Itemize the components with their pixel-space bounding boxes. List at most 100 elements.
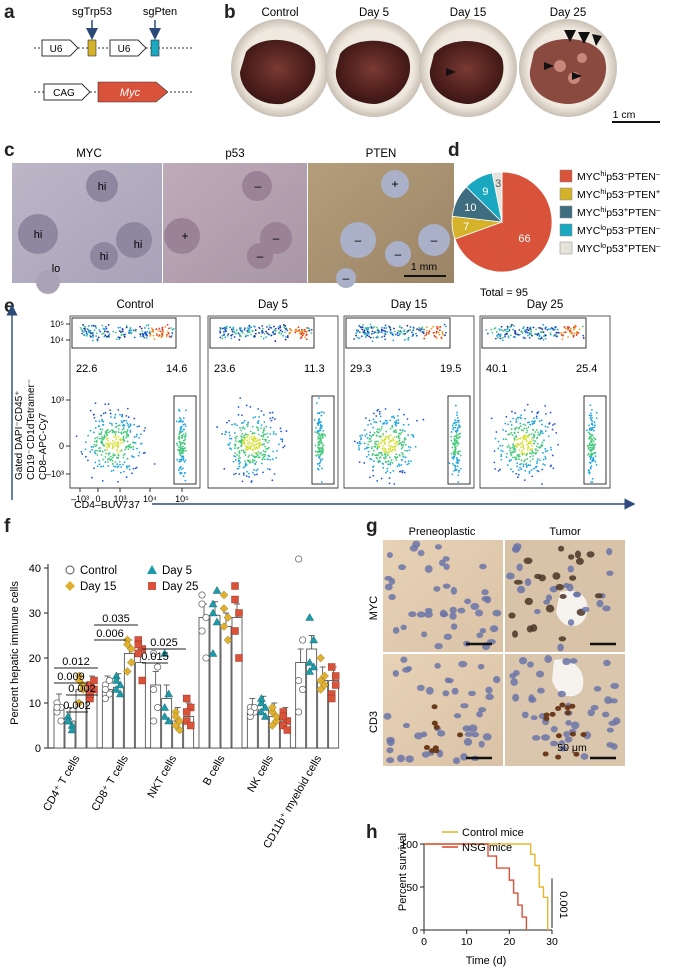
- flow-event: [304, 330, 306, 333]
- flow-event: [100, 465, 103, 468]
- flow-event: [373, 421, 376, 423]
- cd3-positive-cell: [555, 733, 562, 739]
- flow-event: [117, 452, 119, 454]
- data-point: [186, 721, 195, 730]
- flow-event: [537, 470, 540, 473]
- flow-event: [265, 447, 268, 450]
- flow-event: [371, 453, 374, 456]
- flow-event: [183, 461, 186, 463]
- flow-event: [391, 446, 394, 448]
- flow-event: [507, 335, 510, 338]
- flow-event: [361, 434, 363, 437]
- flow-event: [522, 326, 525, 328]
- flow-event: [324, 434, 327, 437]
- flow-event: [264, 433, 267, 436]
- flow-event: [549, 446, 552, 449]
- flow-event: [92, 334, 94, 337]
- flow-event: [380, 331, 383, 334]
- flow-event: [373, 332, 375, 335]
- flow-event: [248, 325, 251, 327]
- flow-event: [82, 331, 85, 334]
- flow-event: [358, 337, 361, 340]
- flow-event: [416, 328, 418, 331]
- lesion: [116, 222, 152, 258]
- nucleus: [384, 583, 393, 591]
- flow-event: [392, 439, 395, 442]
- flow-event: [395, 422, 397, 425]
- nucleus: [601, 711, 610, 718]
- bar: [75, 689, 87, 749]
- flow-event: [395, 453, 398, 456]
- nucleus: [513, 579, 523, 585]
- pie-slice-label: 10: [464, 202, 476, 214]
- flow-event: [541, 432, 544, 435]
- flow-event: [376, 479, 379, 482]
- flow-event: [89, 329, 92, 332]
- lesion: [385, 241, 411, 267]
- flow-event: [395, 431, 398, 433]
- flow-event: [80, 450, 83, 453]
- flow-ylabel-line1: Gated DAPI⁻CD45⁺: [14, 391, 25, 480]
- flow-event: [539, 337, 542, 340]
- flow-event: [529, 460, 532, 462]
- flow-event: [360, 335, 363, 338]
- flow-event: [587, 445, 589, 447]
- flow-event: [592, 444, 595, 447]
- flow-event: [314, 431, 317, 433]
- flow-event: [116, 466, 119, 469]
- flow-event: [553, 328, 555, 331]
- flow-event: [249, 448, 252, 450]
- nucleus: [545, 594, 553, 602]
- flow-event: [364, 448, 366, 450]
- flow-event: [126, 457, 129, 460]
- flow-event: [320, 442, 323, 445]
- flow-event: [396, 332, 399, 334]
- panel-label-c: c: [4, 140, 15, 161]
- flow-event: [457, 460, 459, 463]
- flow-event: [232, 328, 235, 331]
- flow-event: [251, 459, 254, 462]
- flow-event: [550, 464, 553, 467]
- flow-event: [266, 332, 269, 335]
- nucleus: [523, 557, 533, 565]
- nucleus: [443, 563, 450, 571]
- flow-event: [589, 458, 592, 461]
- data-point: [90, 676, 98, 685]
- flow-event: [264, 453, 267, 456]
- flow-event: [238, 452, 241, 455]
- nucleus: [558, 740, 566, 746]
- flow-event: [251, 454, 253, 456]
- nucleus: [559, 593, 567, 600]
- flow-event: [247, 334, 249, 337]
- flow-event: [530, 452, 533, 455]
- flow-event: [184, 437, 186, 439]
- flow-ytick-label: 10⁴: [50, 335, 64, 345]
- flow-event: [457, 427, 459, 429]
- data-point: [212, 586, 222, 594]
- flow-event: [96, 338, 99, 341]
- flow-event: [380, 442, 382, 445]
- bar-ytick-label: 20: [29, 653, 41, 665]
- flow-event: [317, 442, 320, 444]
- flow-event: [221, 334, 224, 337]
- flow-event: [555, 431, 558, 434]
- flow-event: [243, 441, 246, 444]
- flow-event: [117, 424, 120, 427]
- flow-event: [529, 464, 532, 467]
- flow-event: [367, 453, 370, 456]
- bar-ytick-label: 0: [35, 743, 41, 755]
- flow-event: [236, 467, 239, 470]
- flow-event: [512, 335, 515, 338]
- flow-event: [358, 448, 361, 451]
- flow-event: [418, 328, 420, 331]
- flow-event: [531, 420, 533, 423]
- flow-event: [513, 439, 516, 442]
- flow-event: [289, 331, 292, 334]
- flow-event: [109, 441, 112, 444]
- flow-event: [248, 475, 250, 478]
- nucleus: [512, 630, 519, 638]
- nucleus: [535, 670, 545, 678]
- flow-event: [456, 414, 458, 417]
- flow-event: [316, 430, 319, 432]
- flow-event: [259, 452, 261, 455]
